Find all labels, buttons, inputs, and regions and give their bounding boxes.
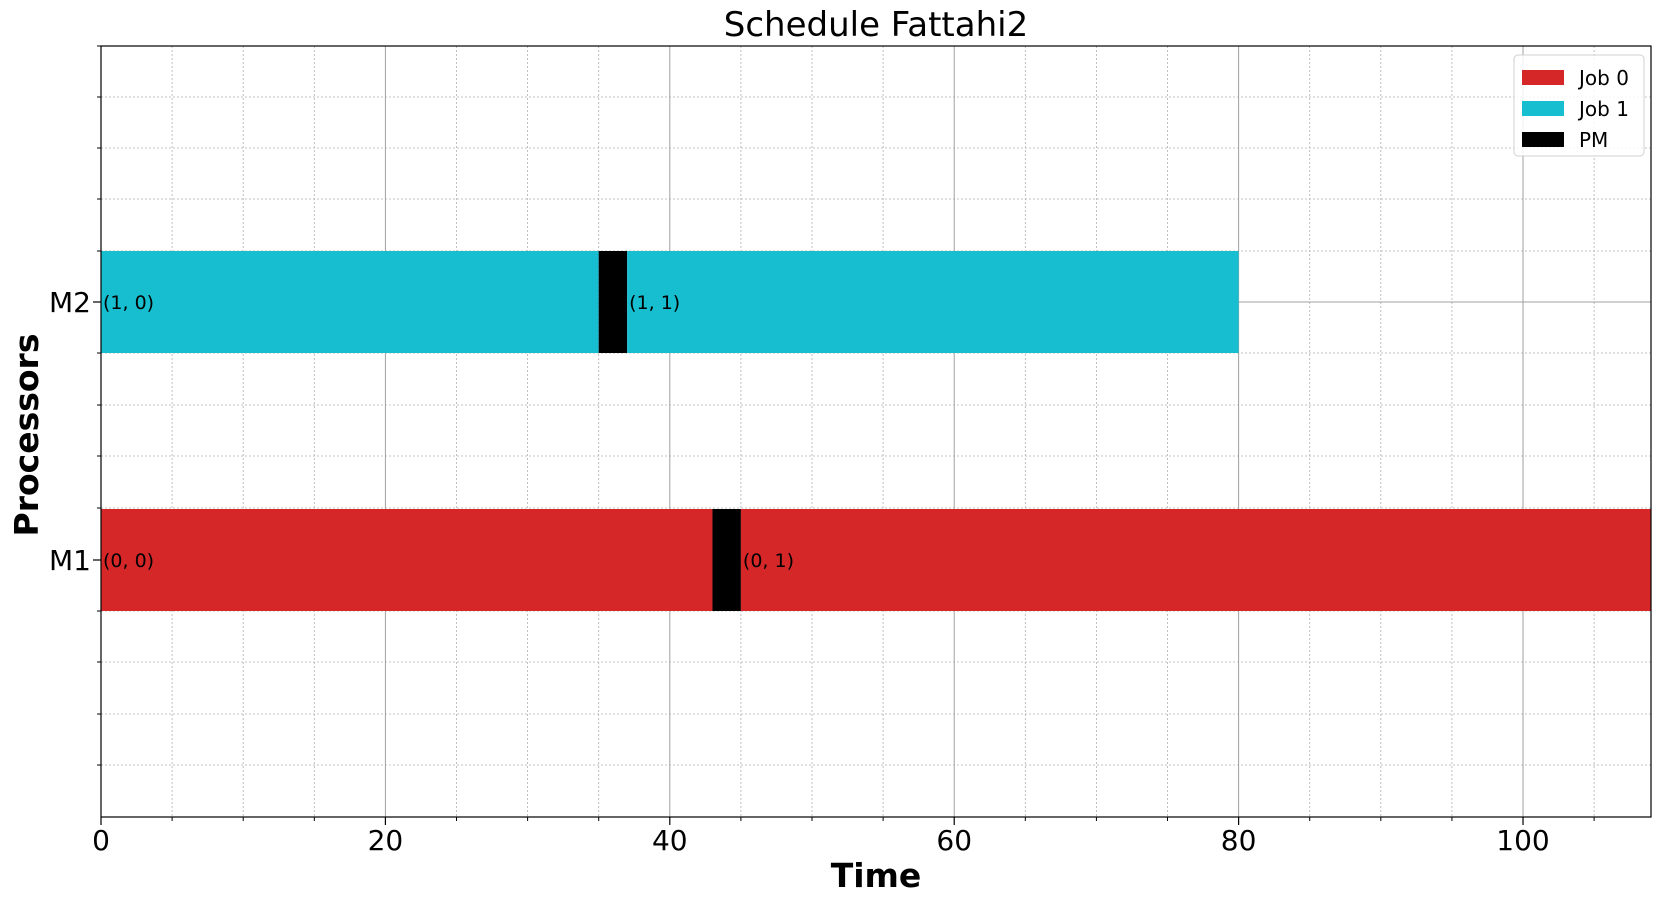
pm-bar xyxy=(598,251,628,353)
job-0-bar xyxy=(740,509,1651,611)
legend-label: PM xyxy=(1579,128,1608,152)
job-0-bar xyxy=(101,509,713,611)
job-1-bar xyxy=(101,251,599,353)
plot-frame xyxy=(100,45,1652,818)
bars xyxy=(101,251,1651,611)
x-tick-label: 80 xyxy=(1221,824,1257,857)
legend-swatch xyxy=(1522,70,1564,85)
task-label: (1, 1) xyxy=(629,292,680,314)
legend: Job 0 Job 1 PM xyxy=(1513,54,1645,157)
legend-swatch xyxy=(1522,132,1564,147)
legend-swatch xyxy=(1522,101,1564,116)
legend-label: Job 0 xyxy=(1577,66,1629,90)
job-1-bar xyxy=(627,251,1239,353)
x-axis-label: Time xyxy=(831,856,922,895)
x-tick-label: 100 xyxy=(1496,824,1549,857)
legend-label: Job 1 xyxy=(1577,97,1629,121)
x-tick-label: 20 xyxy=(368,824,404,857)
x-tick-label: 60 xyxy=(936,824,972,857)
y-axis-label: Processors xyxy=(7,334,46,537)
task-label: (0, 1) xyxy=(743,550,794,572)
pm-bar xyxy=(712,509,741,611)
y-tick-label: M1 xyxy=(49,544,91,577)
y-tick-label: M2 xyxy=(49,286,91,319)
x-tick-label: 40 xyxy=(652,824,688,857)
task-label: (1, 0) xyxy=(103,292,154,314)
x-tick-label: 0 xyxy=(92,824,110,857)
bar-labels: (1, 0) (1, 1) (0, 0) (0, 1) xyxy=(103,292,794,572)
chart-title: Schedule Fattahi2 xyxy=(724,5,1028,45)
task-label: (0, 0) xyxy=(103,550,154,572)
grid xyxy=(100,46,1651,817)
ticks: 0 20 40 60 80 100 M1 M2 xyxy=(49,45,1595,857)
